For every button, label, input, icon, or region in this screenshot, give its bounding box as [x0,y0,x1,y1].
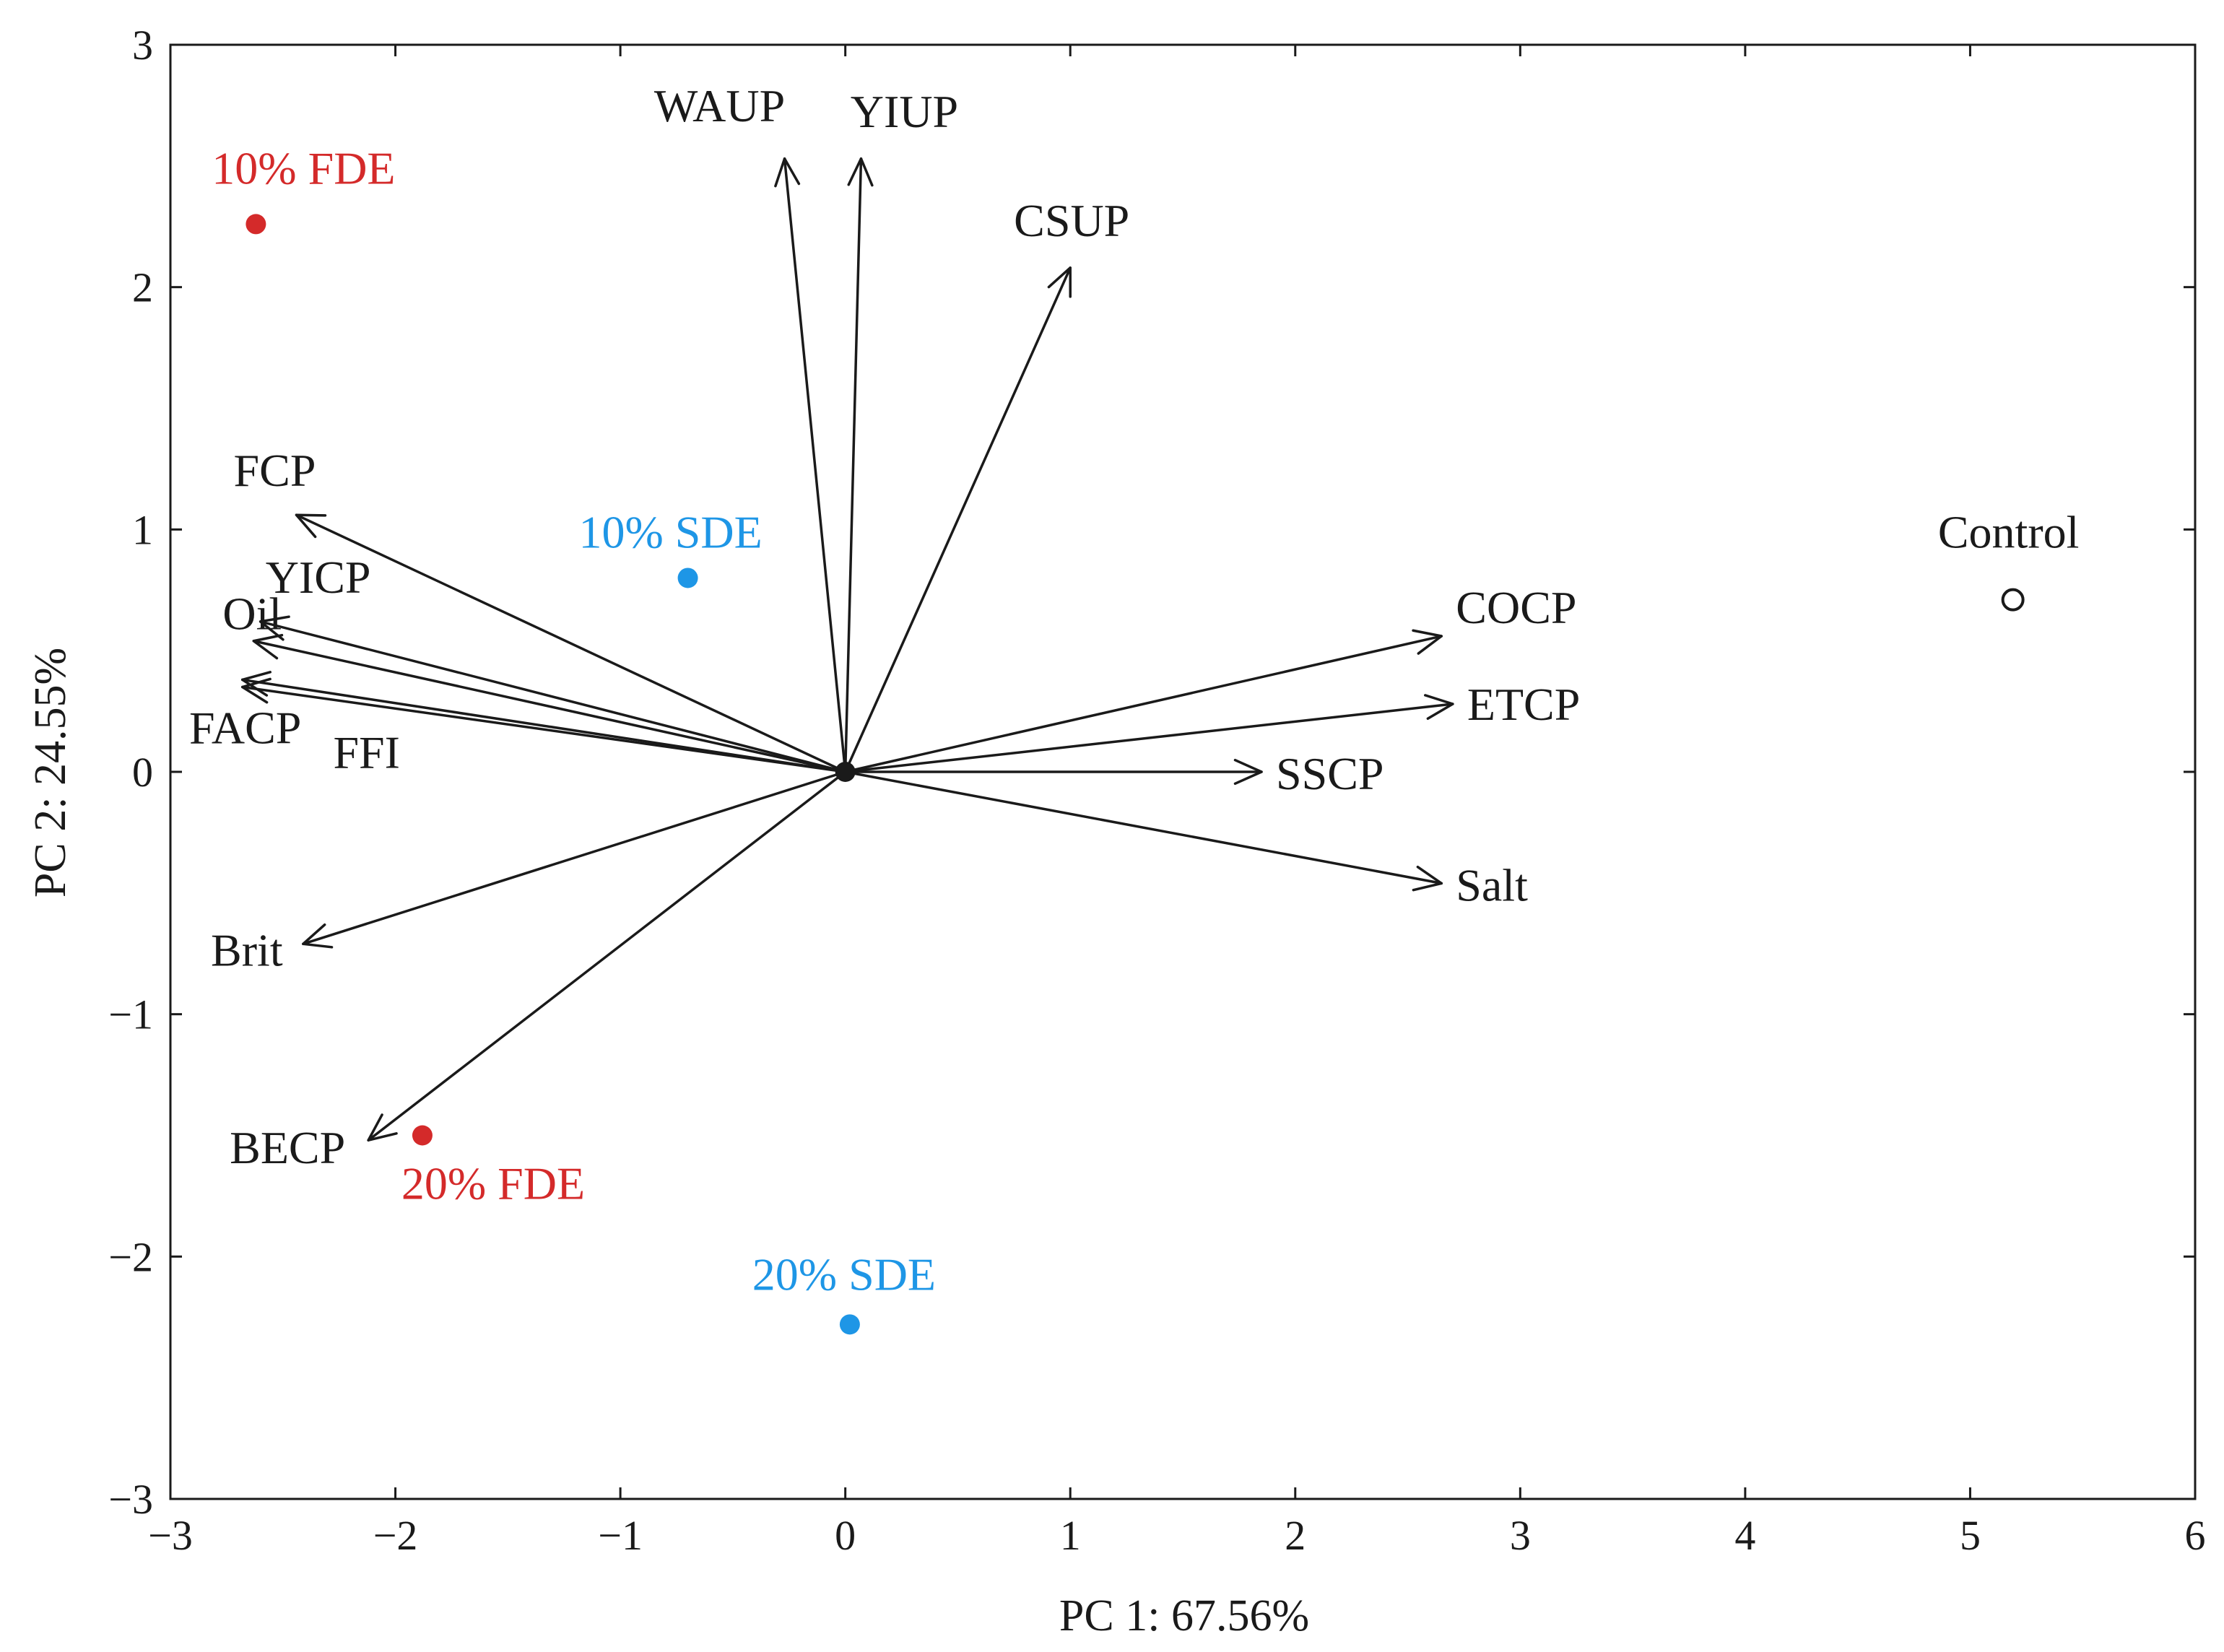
loading-arrow-oil [252,633,847,773]
variable-label-facp: FACP [189,702,301,753]
arrow-head-oil [252,633,284,660]
observation-label-20-fde: 20% FDE [401,1158,585,1209]
x-tick-label: 0 [835,1512,856,1559]
loading-arrow-cocp [843,629,1443,773]
arrow-shaft-waup [783,157,847,773]
variable-label-yicp: YICP [266,552,371,603]
x-tick-label: −2 [373,1512,418,1559]
observation-points: 10% FDE 20% FDE 10% SDE 20% SDE Control [212,142,2080,1335]
arrow-head-salt [1412,865,1443,892]
observation-label-20-sde: 20% SDE [752,1248,936,1300]
arrow-head-yicp [259,615,290,641]
loading-arrow-salt [843,770,1443,892]
variable-label-cocp: COCP [1456,582,1576,633]
variable-label-etcp: ETCP [1467,679,1580,730]
loading-arrow-csup [843,266,1072,773]
observation-10-fde: 10% FDE [212,142,396,235]
loading-arrow-etcp [843,694,1454,773]
observation-control: Control [1938,507,2080,612]
arrow-shaft-brit [302,770,847,946]
arrow-shaft-salt [843,770,1443,885]
arrow-shaft-cocp [843,635,1443,773]
arrow-head-becp [367,1113,398,1142]
loading-arrows [240,157,1454,1142]
variable-label-becp: BECP [230,1122,345,1173]
axis-ticks: −3 −2 −1 0 1 2 3 4 5 6 −3 −2 −1 0 1 2 3 [108,22,2205,1559]
arrow-shaft-fcp [295,513,847,773]
arrow-head-brit [302,923,334,949]
y-tick-label: 3 [132,22,153,69]
x-tick-label: −3 [148,1512,193,1559]
observation-label-10-fde: 10% FDE [212,142,395,194]
observation-point-20-fde [412,1125,433,1146]
y-tick-label: 2 [132,264,153,311]
arrow-shaft-yicp [259,620,847,773]
loading-arrow-yiup [843,157,874,773]
variable-label-fcp: FCP [234,445,316,496]
observation-20-sde: 20% SDE [752,1248,936,1335]
observation-label-10-sde: 10% SDE [578,506,762,557]
arrow-shaft-oil [252,639,847,773]
arrow-shaft-becp [367,770,847,1142]
variable-label-ffi: FFI [333,727,400,778]
arrow-head-csup [1047,266,1072,298]
variable-label-yiup: YIUP [851,86,958,137]
observation-point-10-fde [246,214,266,235]
loading-arrow-fcp [295,513,847,773]
x-axis-title: PC 1: 67.56% [1059,1591,1309,1640]
arrow-shaft-ffi [240,685,847,773]
arrow-head-waup [774,157,801,188]
x-tick-label: 1 [1060,1512,1081,1559]
x-tick-label: 6 [2185,1512,2206,1559]
x-tick-label: 3 [1510,1512,1531,1559]
arrow-shaft-csup [843,266,1072,773]
y-tick-label: 0 [132,749,153,796]
observation-point-20-sde [839,1314,860,1335]
variable-label-oil: Oil [222,588,282,640]
y-axis-title: PC 2: 24.55% [26,648,75,897]
variable-label-waup: WAUP [654,80,785,131]
arrow-shaft-etcp [843,703,1454,773]
loading-arrow-brit [302,770,847,949]
arrow-head-etcp [1424,694,1454,721]
variable-label-salt: Salt [1456,859,1528,910]
arrow-head-ffi [240,677,272,704]
observation-20-fde: 20% FDE [401,1125,585,1209]
y-tick-label: 1 [132,506,153,553]
observation-label-control: Control [1938,507,2080,558]
arrow-shaft-yiup [843,157,863,773]
x-tick-label: 5 [1960,1512,1981,1559]
observation-10-sde: 10% SDE [578,506,763,588]
x-tick-label: −1 [598,1512,643,1559]
observation-point-10-sde [677,568,698,588]
observation-point-control [2001,588,2025,612]
x-tick-label: 2 [1285,1512,1306,1559]
arrow-head-yiup [847,157,874,187]
loading-arrow-becp [367,770,847,1142]
y-tick-label: −2 [108,1233,153,1280]
arrow-head-cocp [1412,629,1443,655]
variable-label-csup: CSUP [1014,195,1129,246]
origin-point [835,762,856,782]
y-tick-label: −1 [108,991,153,1038]
loading-arrow-yicp [259,615,847,773]
y-tick-label: −3 [108,1476,153,1523]
arrow-head-sscp [1233,758,1263,786]
variable-label-sscp: SSCP [1276,748,1384,799]
loading-arrow-ffi [240,677,847,773]
variable-label-brit: Brit [211,924,283,975]
loading-arrow-waup [774,157,847,773]
arrow-head-fcp [295,513,327,539]
loading-arrow-sscp [843,758,1263,786]
x-tick-label: 4 [1734,1512,1755,1559]
